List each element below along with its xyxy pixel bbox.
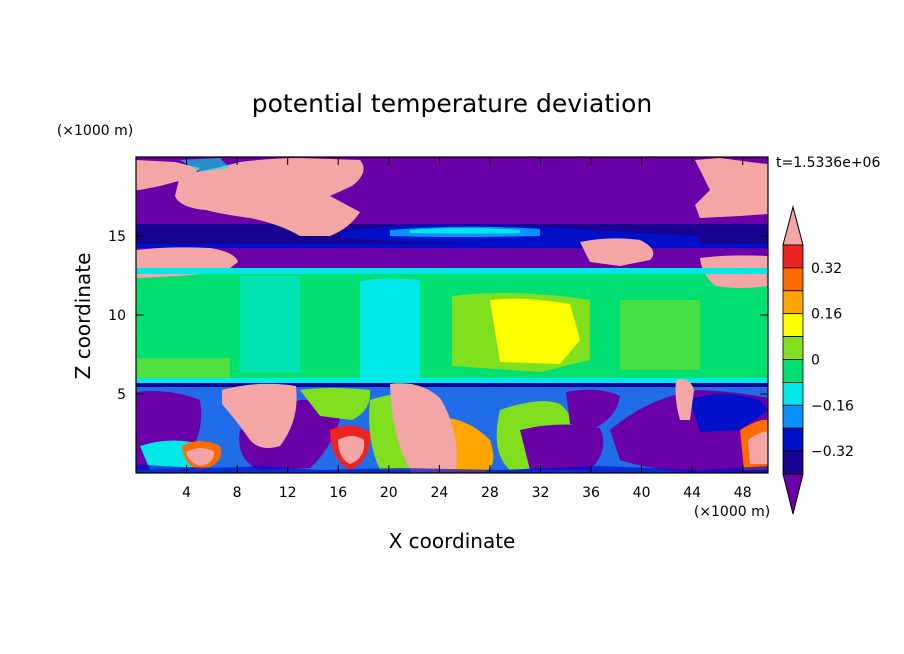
- x-tick-label: 4: [182, 485, 191, 501]
- colorbar-swatch: [782, 290, 804, 315]
- colorbar-swatch: [782, 244, 804, 269]
- warm-patch: [136, 160, 200, 190]
- x-tick-label: 28: [481, 485, 499, 501]
- colorbar-tick-label: 0.16: [811, 307, 842, 323]
- colorbar-tick-label: 0: [811, 353, 820, 369]
- x-tick-label: 40: [633, 485, 651, 501]
- x-tick-label: 32: [532, 485, 550, 501]
- y-tick-label: 15: [108, 229, 126, 245]
- colorbar-swatch: [782, 404, 804, 429]
- warm-patch: [580, 238, 654, 266]
- x-tick-label: 24: [430, 485, 448, 501]
- warm-plume: [222, 383, 297, 448]
- x-unit-label: (×1000 m): [694, 504, 770, 520]
- y-tick-label: 10: [108, 308, 126, 324]
- colorbar-swatch: [782, 313, 804, 338]
- colorbar-tick-label: −0.16: [811, 398, 854, 414]
- colorbar-ticks: 0.32 0.16 0 −0.16 −0.32: [811, 261, 854, 460]
- contour-field: [136, 157, 768, 473]
- y-tick-label: 5: [117, 387, 126, 403]
- colorbar-swatch: [782, 359, 804, 383]
- y-axis: 5 10 15: [108, 229, 768, 403]
- x-tick-label: 48: [734, 485, 752, 501]
- colorbar-bottom-arrow: [782, 473, 804, 515]
- x-axis: 4 8 12 16 20 24 28 32 36 40 44 48: [182, 157, 752, 501]
- cold-column: [360, 278, 420, 380]
- colorbar-swatch: [782, 336, 804, 360]
- colorbar-top-arrow: [782, 205, 804, 246]
- warm-core: [490, 298, 580, 364]
- colorbar-tick-label: −0.32: [811, 444, 854, 460]
- x-tick-label: 36: [582, 485, 600, 501]
- colorbar-tick-label: 0.32: [811, 261, 842, 277]
- colorbar-swatch: [782, 450, 804, 475]
- x-tick-label: 44: [683, 485, 701, 501]
- colorbar-swatch: [782, 381, 804, 406]
- chart-title: potential temperature deviation: [252, 89, 652, 118]
- y-axis-label: Z coordinate: [71, 253, 95, 380]
- colorbar-swatch: [782, 267, 804, 292]
- warm-patch: [175, 158, 364, 236]
- y-unit-label: (×1000 m): [57, 123, 133, 139]
- time-label: t=1.5336e+06: [776, 155, 880, 171]
- warm-plume: [390, 383, 457, 473]
- x-axis-label: X coordinate: [389, 529, 516, 553]
- x-tick-label: 20: [380, 485, 398, 501]
- x-tick-label: 8: [233, 485, 242, 501]
- x-tick-label: 16: [329, 485, 347, 501]
- colorbar-swatch: [782, 427, 804, 452]
- warm-patch: [695, 158, 768, 218]
- colorbar: [782, 205, 804, 515]
- x-tick-label: 12: [279, 485, 297, 501]
